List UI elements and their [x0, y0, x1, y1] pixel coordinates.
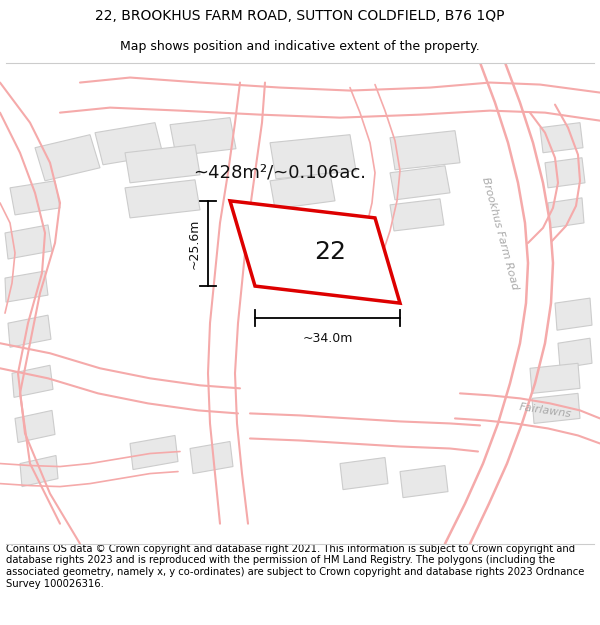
- Polygon shape: [340, 458, 388, 489]
- Polygon shape: [12, 365, 53, 398]
- Polygon shape: [530, 363, 580, 393]
- Text: ~34.0m: ~34.0m: [302, 332, 353, 345]
- Polygon shape: [230, 201, 400, 303]
- Polygon shape: [125, 180, 200, 218]
- Text: Map shows position and indicative extent of the property.: Map shows position and indicative extent…: [120, 41, 480, 53]
- Polygon shape: [10, 181, 60, 215]
- Polygon shape: [548, 198, 584, 228]
- Polygon shape: [390, 131, 460, 170]
- Text: Fairlawns: Fairlawns: [518, 402, 572, 419]
- Polygon shape: [130, 436, 178, 469]
- Polygon shape: [170, 118, 236, 156]
- Polygon shape: [270, 173, 335, 209]
- Polygon shape: [8, 315, 51, 348]
- Polygon shape: [390, 166, 450, 200]
- Text: 22: 22: [314, 240, 346, 264]
- Polygon shape: [532, 393, 580, 424]
- Polygon shape: [95, 122, 163, 165]
- Polygon shape: [125, 145, 200, 182]
- Polygon shape: [545, 158, 585, 188]
- Text: ~428m²/~0.106ac.: ~428m²/~0.106ac.: [193, 164, 367, 182]
- Polygon shape: [35, 134, 100, 181]
- Polygon shape: [15, 411, 55, 442]
- Polygon shape: [270, 134, 356, 179]
- Polygon shape: [540, 122, 583, 152]
- Text: 22, BROOKHUS FARM ROAD, SUTTON COLDFIELD, B76 1QP: 22, BROOKHUS FARM ROAD, SUTTON COLDFIELD…: [95, 9, 505, 22]
- Text: Brookhus Farm Road: Brookhus Farm Road: [480, 176, 520, 291]
- Text: ~25.6m: ~25.6m: [187, 218, 200, 269]
- Polygon shape: [5, 271, 48, 302]
- Polygon shape: [400, 466, 448, 498]
- Polygon shape: [558, 338, 592, 368]
- Polygon shape: [190, 441, 233, 474]
- Text: Contains OS data © Crown copyright and database right 2021. This information is : Contains OS data © Crown copyright and d…: [6, 544, 584, 589]
- Polygon shape: [5, 225, 52, 259]
- Polygon shape: [390, 199, 444, 231]
- Polygon shape: [555, 298, 592, 330]
- Polygon shape: [20, 456, 58, 487]
